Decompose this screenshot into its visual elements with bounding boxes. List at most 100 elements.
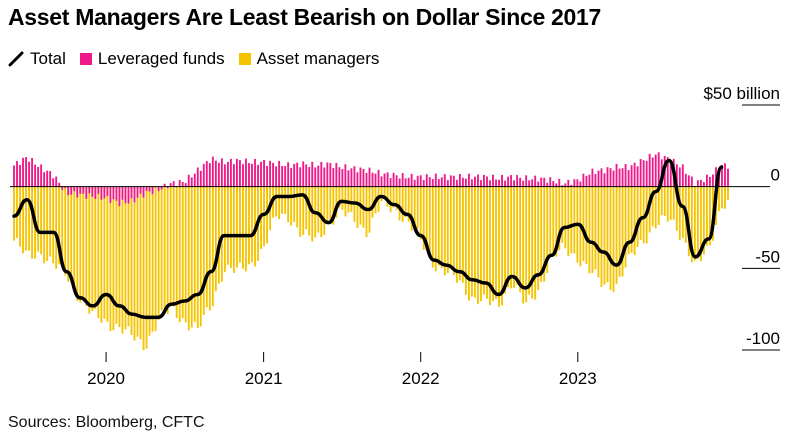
leveraged-funds-bar <box>311 161 314 187</box>
asset-managers-bar <box>220 186 223 282</box>
leveraged-funds-bar <box>106 186 109 196</box>
leveraged-funds-bar <box>630 165 633 187</box>
leveraged-funds-bar <box>281 166 284 187</box>
asset-managers-bar <box>109 186 112 332</box>
leveraged-funds-bar <box>525 175 528 187</box>
leveraged-funds-bar <box>428 177 431 187</box>
leveraged-funds-bar <box>374 173 377 187</box>
x-tick-label: 2023 <box>559 369 597 388</box>
leveraged-funds-bar <box>389 178 392 187</box>
leveraged-funds-bar <box>202 163 205 187</box>
asset-managers-bar <box>130 186 133 336</box>
leveraged-funds-bar <box>615 163 618 187</box>
leveraged-funds-bar <box>356 172 359 187</box>
asset-managers-bar <box>160 186 163 311</box>
asset-managers-bar <box>226 186 229 265</box>
leveraged-funds-bar <box>573 179 576 187</box>
leveraged-funds-bar <box>654 154 657 187</box>
asset-managers-bar <box>531 186 534 299</box>
leveraged-funds-bar <box>416 175 419 187</box>
asset-managers-bar <box>82 186 85 299</box>
leveraged-funds-bar <box>579 181 582 187</box>
leveraged-funds-bar <box>519 177 522 187</box>
asset-managers-bar <box>190 186 193 328</box>
leveraged-funds-bar <box>645 160 648 187</box>
asset-managers-bar <box>248 186 250 265</box>
leveraged-funds-bar <box>239 159 241 187</box>
asset-managers-bar <box>145 186 148 349</box>
asset-managers-bar <box>609 186 612 290</box>
leveraged-funds-bar <box>263 160 265 187</box>
asset-managers-bar <box>501 186 503 306</box>
asset-managers-bar <box>103 186 106 319</box>
asset-managers-bar <box>251 186 253 263</box>
x-tick-label: 2022 <box>402 369 440 388</box>
leveraged-funds-bar <box>606 167 609 187</box>
leveraged-funds-bar <box>642 160 645 187</box>
asset-managers-bar <box>657 186 660 225</box>
asset-managers-bar <box>112 186 115 331</box>
leveraged-funds-bar <box>76 186 79 198</box>
asset-managers-bar <box>443 186 446 276</box>
leveraged-funds-bar <box>651 157 654 187</box>
asset-managers-bar <box>67 186 70 282</box>
asset-managers-bar <box>335 186 338 218</box>
asset-managers-bar <box>383 186 386 199</box>
leveraged-funds-bar <box>657 152 660 187</box>
legend-label-total: Total <box>30 49 66 68</box>
asset-managers-bar <box>516 186 519 285</box>
asset-managers-bar <box>528 186 531 295</box>
leveraged-funds-bar <box>486 176 488 187</box>
asset-managers-bar <box>636 186 639 248</box>
asset-managers-bar <box>458 186 461 281</box>
asset-managers-bar <box>239 186 241 263</box>
asset-managers-bar <box>696 186 699 259</box>
asset-managers-bar <box>323 186 326 236</box>
asset-managers-bar <box>678 186 681 240</box>
asset-managers-bar <box>470 186 473 297</box>
asset-managers-bar <box>666 186 669 222</box>
leveraged-funds-bar <box>127 186 130 204</box>
legend-label-asset: Asset managers <box>256 49 380 68</box>
asset-managers-bar <box>172 186 175 307</box>
asset-managers-bar <box>398 186 401 221</box>
asset-managers-bar <box>278 186 281 220</box>
leveraged-funds-bar <box>208 163 211 187</box>
leveraged-funds-bar <box>121 186 124 200</box>
leveraged-funds-bar <box>440 177 443 187</box>
leveraged-funds-bar <box>540 177 543 187</box>
leveraged-funds-bar <box>413 179 416 187</box>
leveraged-funds-bar <box>214 160 217 187</box>
legend-item-asset: Asset managers <box>238 49 380 69</box>
asset-managers-bar <box>76 186 79 302</box>
leveraged-funds-bar <box>549 177 552 187</box>
leveraged-funds-bar <box>148 186 151 192</box>
asset-managers-bar <box>702 186 705 255</box>
leveraged-funds-bar <box>386 172 389 187</box>
leveraged-funds-bar <box>19 164 21 187</box>
asset-managers-bar <box>275 186 278 217</box>
leveraged-funds-bar <box>690 176 693 187</box>
leveraged-funds-bar <box>404 178 407 187</box>
asset-managers-bar <box>690 186 693 263</box>
asset-managers-bar <box>13 186 15 241</box>
leveraged-funds-bar <box>422 180 425 187</box>
leveraged-funds-bar <box>46 170 49 187</box>
asset-managers-bar <box>70 186 73 282</box>
leveraged-funds-bar <box>410 173 413 187</box>
leveraged-funds-bar <box>184 183 187 187</box>
asset-managers-bar <box>329 186 332 222</box>
leveraged-funds-bar <box>248 163 250 187</box>
leveraged-funds-bar <box>570 184 573 187</box>
asset-managers-bar <box>534 186 537 300</box>
asset-managers-bar <box>341 186 344 210</box>
asset-managers-bar <box>181 186 184 319</box>
leveraged-funds-bar <box>85 186 88 199</box>
leveraged-funds-bar <box>624 164 627 187</box>
asset-managers-bar <box>549 186 552 258</box>
asset-managers-bar <box>564 186 567 249</box>
asset-managers-bar <box>401 186 404 223</box>
asset-managers-bar <box>133 186 136 341</box>
asset-managers-bar <box>522 186 525 304</box>
leveraged-funds-bar <box>552 181 555 187</box>
